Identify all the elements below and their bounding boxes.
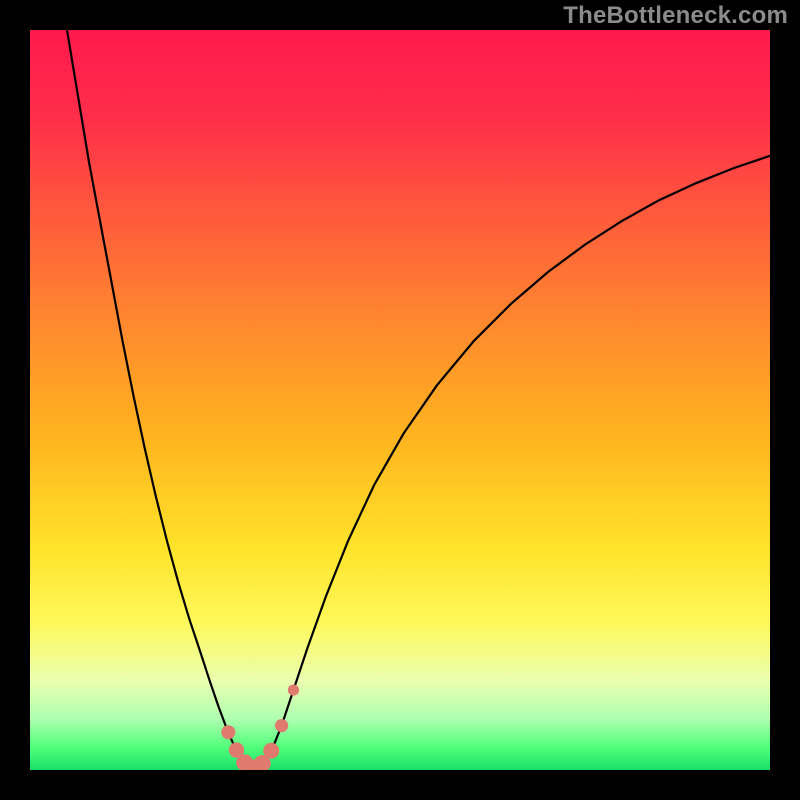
marker-point (263, 743, 279, 759)
outer-frame: TheBottleneck.com (0, 0, 800, 800)
chart-svg (30, 30, 770, 770)
marker-point (275, 719, 288, 732)
marker-point (221, 725, 235, 739)
marker-point (288, 684, 299, 695)
watermark-text: TheBottleneck.com (563, 2, 788, 30)
chart-background (30, 30, 770, 770)
plot-area (30, 30, 770, 770)
